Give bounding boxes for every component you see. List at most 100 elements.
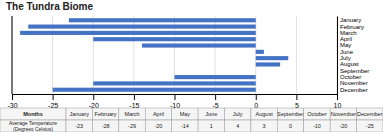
table-cell: [225, 108, 251, 120]
grid-line: [12, 16, 13, 94]
y-tick: November: [337, 80, 368, 86]
grid-line: [337, 16, 338, 94]
table-cell: [145, 108, 171, 120]
y-tick-label: April: [340, 36, 352, 42]
y-tick-label: March: [340, 30, 357, 36]
table-cell-text: April: [153, 111, 164, 117]
y-tick-label: November: [340, 80, 368, 86]
y-tick-label: August: [340, 61, 359, 67]
bar: [256, 50, 264, 54]
y-tick: July: [337, 55, 351, 61]
table-cell-text: -23: [75, 123, 83, 129]
table-cell: [92, 108, 118, 120]
x-tick-mark: [337, 94, 338, 100]
x-tick: -10: [170, 94, 180, 109]
x-tick-mark: [256, 94, 257, 100]
table-row-label: Months: [23, 111, 43, 117]
table-cell-text: -14: [181, 123, 189, 129]
x-tick-mark: [175, 94, 176, 100]
y-tick: April: [337, 36, 352, 42]
grid-line: [296, 16, 297, 94]
table-cell-text: August: [256, 111, 274, 117]
table-cell-text: 0: [289, 123, 292, 129]
table-row-label: Average Temperature(Degrees Celsius): [9, 120, 57, 131]
table-cell: [225, 120, 251, 132]
table-cell-text: December: [357, 111, 383, 117]
bar: [53, 88, 256, 92]
table-cell-text: -20: [154, 123, 162, 129]
table-cell: [277, 120, 303, 132]
y-tick: June: [337, 49, 354, 55]
bar: [142, 43, 256, 47]
y-tick-label: February: [340, 23, 364, 29]
y-axis-line: [337, 17, 338, 95]
table-cell-text: January: [69, 111, 89, 117]
table-cell: [357, 108, 383, 120]
table-cell-text: -28: [102, 123, 110, 129]
table-cell: [251, 120, 277, 132]
table-cell-text: March: [124, 111, 139, 117]
table-cell: [172, 108, 198, 120]
x-tick-mark: [296, 94, 297, 100]
table-cell: [304, 108, 330, 120]
plot: -30-25-20-15-10-50510JanuaryFebruaryMarc…: [7, 16, 369, 109]
table-cell-text: February: [95, 111, 117, 117]
x-tick: -20: [89, 94, 99, 109]
bar: [93, 81, 256, 85]
x-axis: -30-25-20-15-10-50510: [7, 94, 341, 109]
x-tick-mark: [12, 94, 13, 100]
table-cell: [304, 120, 330, 132]
x-tick: 0: [254, 94, 258, 109]
table-cell: [172, 120, 198, 132]
table-cell: [66, 120, 92, 132]
bar: [69, 18, 256, 22]
y-tick-label: January: [340, 17, 361, 23]
table-cell-text: -10: [313, 123, 321, 129]
table-cell-text: -29: [128, 123, 136, 129]
table-cell: [277, 108, 303, 120]
table-cell: [198, 120, 224, 132]
bar: [255, 69, 256, 73]
y-tick: February: [337, 23, 364, 29]
y-tick-label: May: [340, 42, 351, 48]
table-cell: [198, 108, 224, 120]
table-cell-text: 4: [236, 123, 239, 129]
y-tick-label: October: [340, 74, 361, 80]
table-cell: [119, 108, 145, 120]
table-cell-text: July: [233, 111, 243, 117]
table-cell-text: June: [205, 111, 217, 117]
table-cell: [251, 108, 277, 120]
table-cell: [119, 120, 145, 132]
y-tick: October: [337, 74, 361, 80]
bar: [256, 62, 280, 66]
y-tick-label: July: [340, 55, 351, 61]
table-cell-text: 1: [210, 123, 213, 129]
x-tick: -30: [7, 94, 17, 109]
table-cell-text: October: [307, 111, 327, 117]
grid: [12, 16, 337, 94]
x-tick-mark: [134, 94, 135, 100]
x-tick-mark: [93, 94, 94, 100]
y-axis: JanuaryFebruaryMarchAprilMayJuneJulyAugu…: [337, 17, 369, 95]
table-label-line: (Degrees Celsius): [13, 126, 53, 132]
y-tick: December: [337, 87, 368, 93]
y-tick-label: June: [340, 49, 354, 55]
x-tick-mark: [53, 94, 54, 100]
table-cell-text: September: [277, 111, 304, 117]
table-cell: [66, 108, 92, 120]
x-tick-mark: [215, 94, 216, 100]
y-tick-label: December: [340, 87, 368, 93]
y-tick: March: [337, 30, 357, 36]
table-cell-text: November: [331, 111, 357, 117]
bar: [28, 25, 256, 29]
bars: [20, 18, 288, 92]
x-tick: -5: [213, 94, 219, 109]
table-cell: [330, 108, 356, 120]
table-cell: [0, 108, 66, 120]
table-cell: [92, 120, 118, 132]
chart: The Tundra Biome-30-25-20-15-10-50510Jan…: [0, 0, 383, 132]
x-tick: -25: [48, 94, 58, 109]
x-tick: 10: [334, 94, 342, 109]
bar: [20, 31, 256, 35]
y-tick-label: September: [340, 68, 369, 74]
